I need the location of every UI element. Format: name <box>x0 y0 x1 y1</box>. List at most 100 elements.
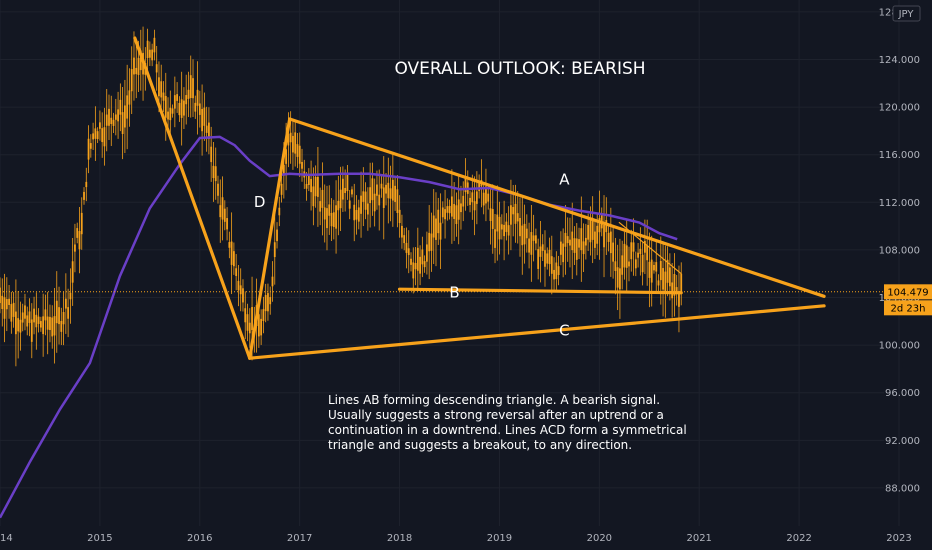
candle-body <box>657 280 660 286</box>
candle-body <box>289 132 292 143</box>
candle-body <box>103 127 106 147</box>
note-line: triangle and suggests a breakout, to any… <box>328 438 632 452</box>
candle-body <box>369 187 372 204</box>
candle-body <box>64 298 67 309</box>
x-tick-label: 2023 <box>886 533 911 544</box>
candle-body <box>430 233 433 251</box>
point-label-a: A <box>559 170 570 188</box>
candle-body <box>650 259 653 283</box>
candle-body <box>17 318 20 332</box>
x-tick-label: 2018 <box>387 533 412 544</box>
candle-body <box>398 209 401 223</box>
y-tick-label: 112.000 <box>879 198 920 209</box>
candle-body <box>643 240 646 253</box>
candle-body <box>564 232 567 247</box>
x-tick-label: 2015 <box>87 533 112 544</box>
candle-body <box>339 189 342 209</box>
currency-box[interactable] <box>892 5 921 22</box>
candle-body <box>573 238 576 253</box>
candle-body <box>155 64 158 73</box>
candle-body <box>335 205 337 229</box>
point-label-d: D <box>254 193 266 211</box>
candle-body <box>180 99 183 118</box>
trendline <box>133 36 252 360</box>
candle-body <box>189 75 192 99</box>
candle-body <box>67 307 70 319</box>
candle-body <box>414 263 417 270</box>
candle-body <box>235 268 238 276</box>
candle-body <box>382 187 385 208</box>
candle-body <box>282 164 285 176</box>
candle-body <box>85 181 88 188</box>
countdown-tag <box>884 300 932 316</box>
candle-body <box>198 103 201 115</box>
candle-body <box>435 218 437 240</box>
candle-body <box>596 225 599 244</box>
candle-body <box>580 228 583 251</box>
candle-body <box>423 261 426 268</box>
candle-body <box>444 209 446 220</box>
candle-body <box>428 232 431 252</box>
candle-body <box>475 191 478 204</box>
x-tick-label: 2019 <box>487 533 512 544</box>
candle-body <box>257 314 260 337</box>
candle-body <box>69 292 72 300</box>
candle-body <box>10 304 13 322</box>
candle-body <box>205 125 208 133</box>
candle-body <box>271 276 274 287</box>
candle-body <box>668 267 671 287</box>
candle-body <box>489 208 492 221</box>
candle-body <box>505 221 508 232</box>
candle-body <box>319 201 322 212</box>
candle-body <box>378 194 381 206</box>
candle-body <box>432 215 435 238</box>
candle-body <box>160 81 163 98</box>
candle-body <box>178 102 181 116</box>
candle-body <box>469 197 471 205</box>
candle-body <box>28 311 31 323</box>
candle-body <box>42 316 45 335</box>
time-axis[interactable]: 2014 2015 2016 2017 2018 2019 2020 2021 2022 2023 <box>0 533 912 544</box>
candle-body <box>571 231 574 251</box>
candle-body <box>637 252 639 258</box>
candle-body <box>609 231 612 254</box>
candle-body <box>251 307 253 331</box>
candle-body <box>237 280 240 291</box>
candle-body <box>464 176 467 193</box>
trendline <box>248 304 826 360</box>
candle-body <box>262 309 265 321</box>
candle-body <box>167 111 169 120</box>
candle-body <box>151 49 154 61</box>
candle-body <box>83 191 85 200</box>
candlestick-series <box>0 26 683 367</box>
candle-body <box>26 315 29 327</box>
candle-body <box>410 258 412 265</box>
candle-body <box>12 302 15 317</box>
candle-body <box>512 207 515 215</box>
candle-body <box>548 249 551 265</box>
candle-body <box>332 212 335 227</box>
candle-body <box>92 133 95 140</box>
candle-body <box>117 109 119 122</box>
candle-body <box>337 200 340 211</box>
candle-body <box>87 138 90 160</box>
last-price-value: 104.479 <box>887 287 928 298</box>
candle-body <box>671 282 674 299</box>
candle-body <box>535 235 537 244</box>
candle-body <box>276 229 278 242</box>
candle-body <box>8 298 10 305</box>
candle-body <box>203 107 206 126</box>
candle-body <box>62 312 65 325</box>
candle-body <box>634 259 637 269</box>
candle-body <box>639 248 642 254</box>
candle-body <box>550 256 553 274</box>
candle-body <box>346 173 349 192</box>
candle-body <box>128 90 131 105</box>
candle-body <box>357 207 360 222</box>
candle-body <box>183 100 185 116</box>
candle-body <box>453 204 456 219</box>
candle-body <box>112 119 115 126</box>
candle-body <box>185 95 188 105</box>
candle-body <box>0 287 1 304</box>
